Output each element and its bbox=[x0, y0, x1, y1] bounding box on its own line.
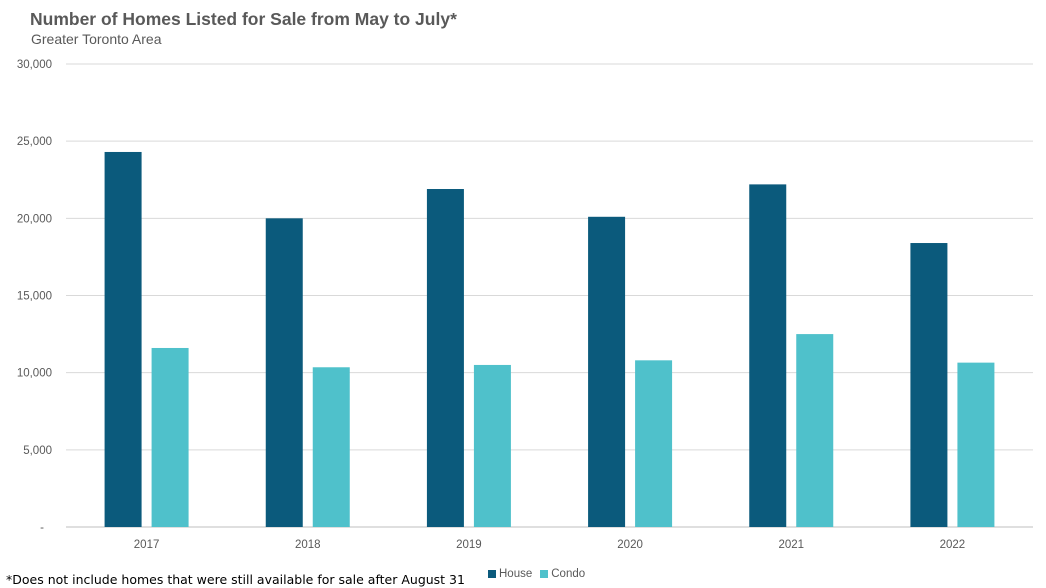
bar-condo-2018 bbox=[312, 367, 350, 527]
bar-house-2019 bbox=[426, 189, 464, 527]
bar-house-2021 bbox=[749, 184, 787, 527]
y-tick-label: 10,000 bbox=[17, 368, 52, 380]
legend-label-condo: Condo bbox=[551, 568, 586, 580]
legend-swatch-house bbox=[488, 570, 496, 578]
x-tick-label: 2022 bbox=[940, 539, 966, 551]
y-axis-ticks: - 5,000 10,000 15,000 20,000 25,000 30,000 bbox=[17, 59, 52, 534]
x-tick-label: 2020 bbox=[617, 539, 643, 551]
bar-condo-2022 bbox=[957, 362, 995, 527]
footnote: *Does not include homes that were still … bbox=[6, 572, 465, 587]
x-tick-label: 2017 bbox=[134, 539, 160, 551]
y-tick-label: 30,000 bbox=[17, 59, 52, 71]
bar-chart: - 5,000 10,000 15,000 20,000 25,000 30,000 201… bbox=[17, 59, 1033, 551]
legend-item-condo: Condo bbox=[540, 568, 585, 580]
y-tick-label: 5,000 bbox=[23, 445, 52, 457]
legend-swatch-condo bbox=[540, 570, 549, 578]
legend-label-house: House bbox=[499, 568, 533, 580]
x-tick-label: 2018 bbox=[295, 539, 321, 551]
bar-condo-2017 bbox=[151, 347, 189, 527]
y-tick-label: - bbox=[40, 522, 44, 534]
bar-condo-2021 bbox=[796, 334, 834, 527]
bar-house-2018 bbox=[265, 218, 303, 528]
bar-house-2020 bbox=[588, 216, 626, 528]
bar-condo-2020 bbox=[635, 360, 673, 527]
chart-subtitle: Greater Toronto Area bbox=[31, 31, 162, 47]
y-tick-label: 25,000 bbox=[17, 136, 52, 148]
x-tick-label: 2019 bbox=[456, 539, 482, 551]
y-tick-label: 15,000 bbox=[17, 291, 52, 303]
bar-house-2022 bbox=[910, 243, 948, 527]
bar-house-2017 bbox=[104, 151, 142, 527]
gridlines bbox=[66, 63, 1033, 528]
chart-title: Number of Homes Listed for Sale from May… bbox=[30, 9, 457, 29]
x-tick-label: 2021 bbox=[778, 539, 804, 551]
legend-item-house: House bbox=[488, 568, 532, 580]
legend: House Condo bbox=[488, 568, 593, 580]
x-axis-ticks: 2017 2018 2019 2020 2021 2022 bbox=[134, 539, 965, 551]
bar-condo-2019 bbox=[473, 364, 511, 527]
bars bbox=[104, 151, 995, 528]
y-tick-label: 20,000 bbox=[17, 213, 52, 225]
